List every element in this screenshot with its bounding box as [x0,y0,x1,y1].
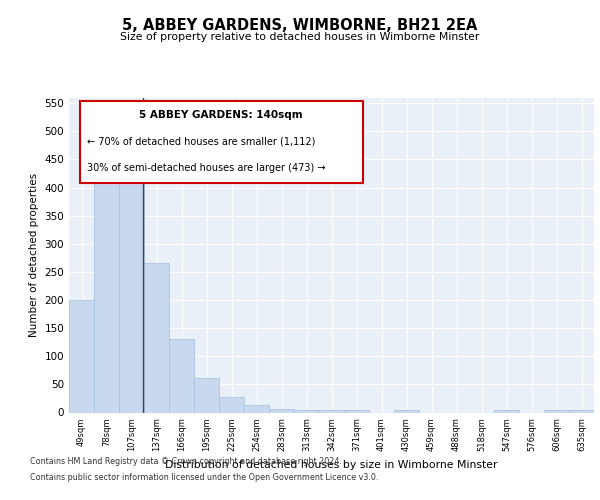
Bar [119,169,144,412]
Bar [294,410,319,412]
Bar [344,410,369,412]
Bar [69,300,94,412]
Text: Contains public sector information licensed under the Open Government Licence v3: Contains public sector information licen… [30,472,379,482]
Bar [169,340,194,412]
Bar [569,410,594,412]
Bar [194,378,219,412]
Bar [244,404,269,412]
Bar [544,410,569,412]
Text: Size of property relative to detached houses in Wimborne Minster: Size of property relative to detached ho… [121,32,479,42]
Bar [319,410,344,412]
Text: ← 70% of detached houses are smaller (1,112): ← 70% of detached houses are smaller (1,… [88,136,316,146]
X-axis label: Distribution of detached houses by size in Wimborne Minster: Distribution of detached houses by size … [165,460,498,469]
Text: 30% of semi-detached houses are larger (473) →: 30% of semi-detached houses are larger (… [88,163,326,173]
FancyBboxPatch shape [79,100,363,182]
Text: Contains HM Land Registry data © Crown copyright and database right 2024.: Contains HM Land Registry data © Crown c… [30,458,342,466]
Text: 5 ABBEY GARDENS: 140sqm: 5 ABBEY GARDENS: 140sqm [139,110,303,120]
Bar [269,408,294,412]
Bar [494,410,519,412]
Bar [144,264,169,412]
Bar [219,397,244,412]
Y-axis label: Number of detached properties: Number of detached properties [29,173,39,337]
Bar [94,160,119,412]
Text: 5, ABBEY GARDENS, WIMBORNE, BH21 2EA: 5, ABBEY GARDENS, WIMBORNE, BH21 2EA [122,18,478,32]
Bar [394,410,419,412]
